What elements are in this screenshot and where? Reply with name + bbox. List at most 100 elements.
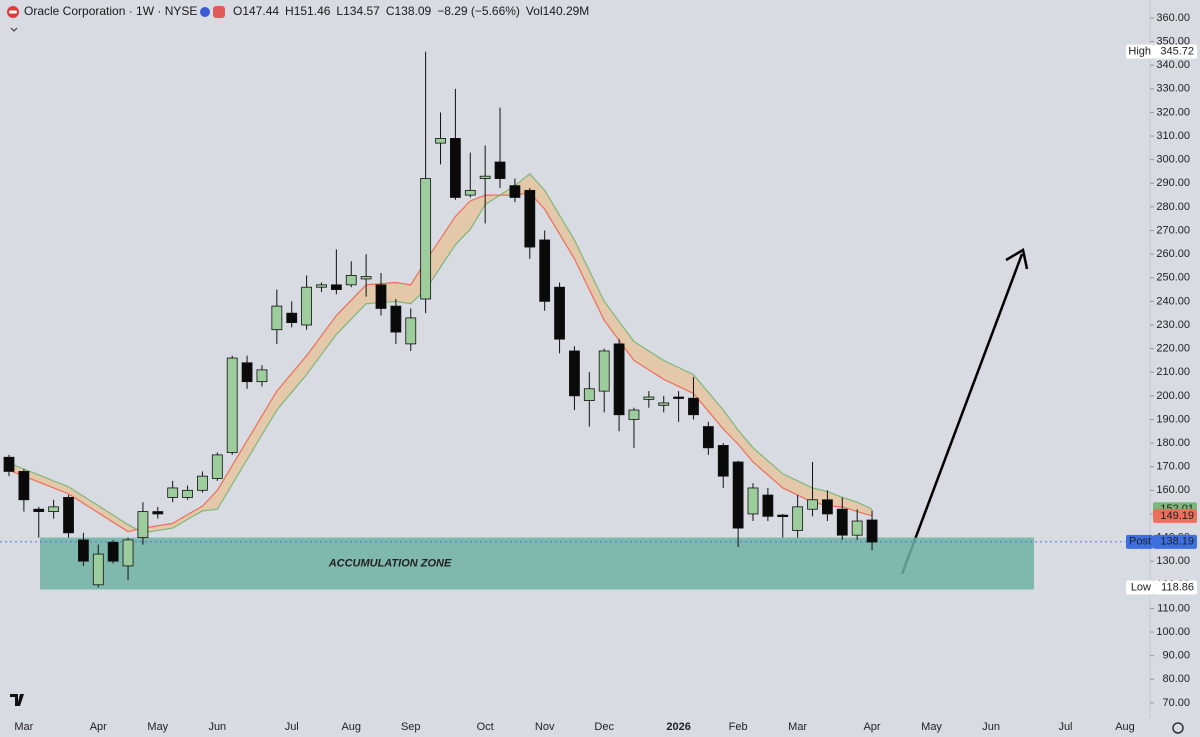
candle-body bbox=[554, 286, 565, 340]
price-tag-name: Post bbox=[1129, 536, 1151, 548]
candle-body bbox=[48, 506, 60, 512]
candle-body bbox=[286, 312, 298, 324]
candle-body bbox=[420, 178, 432, 300]
x-tick-label: Aug bbox=[1115, 721, 1135, 733]
candle-body bbox=[702, 426, 714, 449]
candle-body bbox=[330, 284, 342, 290]
candle-body bbox=[271, 305, 283, 331]
y-tick-label: 180.00 bbox=[1156, 437, 1190, 449]
tv-logo bbox=[10, 694, 24, 706]
y-tick-label: 270.00 bbox=[1156, 224, 1190, 236]
candle-body bbox=[539, 239, 551, 302]
candle-body bbox=[226, 357, 238, 453]
candle-body bbox=[107, 541, 119, 562]
price-tag bbox=[1153, 508, 1197, 523]
candle-body bbox=[435, 138, 446, 144]
quote-value: Vol140.29M bbox=[526, 4, 589, 18]
candle-body bbox=[866, 519, 878, 543]
x-tick-label: Sep bbox=[401, 721, 421, 733]
candle-body bbox=[122, 539, 134, 567]
y-tick-label: 260.00 bbox=[1156, 248, 1190, 260]
candle-body bbox=[390, 305, 402, 333]
y-tick-label: 220.00 bbox=[1156, 343, 1190, 355]
candle-body bbox=[583, 388, 595, 401]
candle-body bbox=[211, 454, 223, 479]
y-tick-label: 250.00 bbox=[1156, 272, 1190, 284]
y-tick-label: 360.00 bbox=[1156, 12, 1190, 24]
y-tick-label: 70.00 bbox=[1162, 697, 1190, 709]
x-tick-label: Jul bbox=[285, 721, 299, 733]
candle-body bbox=[63, 497, 74, 534]
candle-body bbox=[152, 511, 164, 515]
y-tick-label: 310.00 bbox=[1156, 130, 1190, 142]
candle-body bbox=[658, 402, 670, 406]
zone-label: ACCUMULATION ZONE bbox=[328, 557, 452, 569]
candle-body bbox=[449, 138, 461, 198]
x-tick-label: Dec bbox=[594, 721, 614, 733]
y-tick-label: 110.00 bbox=[1157, 602, 1190, 614]
x-tick-label: May bbox=[921, 721, 942, 733]
candle-body bbox=[822, 499, 833, 515]
y-tick-label: 290.00 bbox=[1156, 177, 1190, 189]
candle-body bbox=[673, 396, 684, 399]
candle-body bbox=[33, 508, 45, 512]
ma-line bbox=[8, 192, 873, 533]
x-tick-label: Aug bbox=[341, 721, 361, 733]
candle-body bbox=[836, 508, 848, 536]
candle-body bbox=[569, 350, 580, 397]
candle-body bbox=[598, 350, 610, 392]
y-tick-label: 210.00 bbox=[1156, 366, 1190, 378]
price-tag bbox=[1153, 534, 1197, 549]
y-tick-label: 90.00 bbox=[1162, 650, 1190, 662]
candle-body bbox=[807, 499, 818, 510]
x-tick-label: Apr bbox=[90, 721, 107, 733]
x-tick-label: 2026 bbox=[666, 721, 690, 733]
candle-body bbox=[167, 487, 179, 498]
y-tick-label: 160.00 bbox=[1156, 484, 1190, 496]
status-icon bbox=[213, 6, 225, 18]
settings-icon[interactable] bbox=[1172, 722, 1184, 734]
candle-body bbox=[405, 317, 417, 345]
accumulation-zone bbox=[40, 537, 1034, 590]
candle-body bbox=[360, 276, 372, 280]
y-tick-label: 300.00 bbox=[1156, 154, 1190, 166]
candle-body bbox=[464, 189, 476, 196]
arrow bbox=[900, 253, 1024, 575]
x-tick-label: Mar bbox=[788, 721, 807, 733]
y-tick-label: 240.00 bbox=[1156, 295, 1190, 307]
y-tick-label: 280.00 bbox=[1156, 201, 1190, 213]
candle-body bbox=[301, 286, 313, 326]
candle-body bbox=[613, 343, 625, 416]
candle-body bbox=[316, 284, 327, 288]
candle-body bbox=[345, 274, 357, 286]
price-tag-name: High bbox=[1128, 46, 1151, 58]
candle-body bbox=[732, 461, 744, 529]
x-tick-label: Jun bbox=[208, 721, 226, 733]
candle-body bbox=[375, 284, 387, 309]
candle-body bbox=[777, 514, 789, 518]
x-tick-label: Apr bbox=[863, 721, 880, 733]
quote-value: −8.29 (−5.66%) bbox=[437, 4, 520, 18]
y-tick-label: 330.00 bbox=[1156, 83, 1190, 95]
chart-title: Oracle Corporation · 1W · NYSE bbox=[24, 4, 197, 18]
candle-body bbox=[762, 494, 774, 517]
ma-fill bbox=[9, 173, 873, 533]
candle-body bbox=[479, 175, 491, 179]
collapse-icon[interactable] bbox=[10, 27, 18, 32]
candle-body bbox=[18, 471, 30, 501]
arrow-head bbox=[1005, 248, 1029, 270]
candle-body bbox=[524, 189, 536, 248]
candle-body bbox=[792, 506, 804, 531]
candle-body bbox=[197, 475, 208, 491]
x-tick-label: Oct bbox=[477, 721, 494, 733]
candle-body bbox=[137, 511, 149, 538]
y-tick-label: 230.00 bbox=[1156, 319, 1190, 331]
candle-body bbox=[851, 520, 863, 536]
price-tag-label: 138.19 bbox=[1160, 536, 1194, 548]
price-tag-name-box bbox=[1126, 44, 1153, 59]
y-tick-label: 100.00 bbox=[1156, 626, 1190, 638]
quote-value: O147.44 bbox=[233, 4, 279, 18]
x-tick-label: Jun bbox=[982, 721, 1000, 733]
y-tick-label: 340.00 bbox=[1156, 59, 1190, 71]
